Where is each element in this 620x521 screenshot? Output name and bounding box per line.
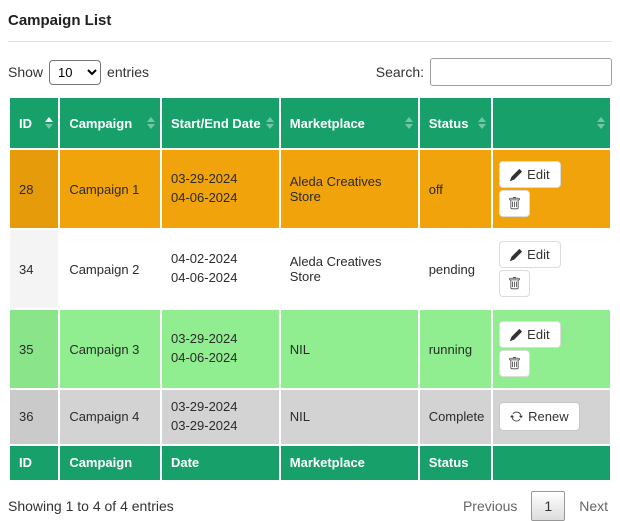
header-campaign[interactable]: Campaign xyxy=(60,98,160,148)
header-marketplace[interactable]: Marketplace xyxy=(280,98,418,148)
cell-actions: Edit xyxy=(493,310,610,388)
edit-button[interactable]: Edit xyxy=(499,321,561,348)
cell-campaign: Campaign 2 xyxy=(69,261,140,277)
page-title: Campaign List xyxy=(8,12,112,29)
pagination: Previous 1 Next xyxy=(459,490,612,521)
sort-icon xyxy=(265,117,274,129)
table-row: 35 Campaign 3 03-29-2024 04-06-2024 NIL … xyxy=(10,310,610,388)
cell-actions: Renew xyxy=(493,390,610,444)
page-number-button[interactable]: 1 xyxy=(531,490,566,521)
delete-button[interactable] xyxy=(499,190,531,217)
footer-status: Status xyxy=(419,445,492,480)
cell-marketplace: NIL xyxy=(289,341,310,357)
cell-campaign: Campaign 1 xyxy=(69,181,140,197)
sort-icon xyxy=(597,117,605,129)
cell-marketplace: Aleda Creatives Store xyxy=(289,254,382,284)
cell-id: 34 xyxy=(10,230,59,308)
page-length-select[interactable]: 10 xyxy=(49,59,102,85)
header-status[interactable]: Status xyxy=(419,98,492,148)
cell-id: 35 xyxy=(10,310,59,388)
renew-button[interactable]: Renew xyxy=(499,402,580,432)
footer-marketplace: Marketplace xyxy=(280,445,418,480)
header-id-label: ID xyxy=(19,115,32,131)
trash-icon xyxy=(509,277,520,290)
end-date: 04-06-2024 xyxy=(170,270,238,285)
search-label: Search: xyxy=(375,64,424,80)
header-campaign-label: Campaign xyxy=(69,115,133,131)
cell-dates: 03-29-2024 04-06-2024 xyxy=(162,310,279,388)
header-actions[interactable] xyxy=(493,98,610,148)
table-row: 34 Campaign 2 04-02-2024 04-06-2024 Aled… xyxy=(10,230,610,308)
cell-campaign: Campaign 4 xyxy=(69,409,140,425)
table-controls: Show 10 entries Search: xyxy=(8,58,612,86)
header-id[interactable]: ID xyxy=(10,98,59,148)
cell-dates: 03-29-2024 03-29-2024 xyxy=(162,390,279,444)
cell-dates: 04-02-2024 04-06-2024 xyxy=(162,230,279,308)
sort-icon xyxy=(404,117,413,129)
edit-button-label: Edit xyxy=(527,247,550,262)
pencil-icon xyxy=(510,328,523,341)
next-page-button[interactable]: Next xyxy=(575,493,612,519)
show-label: Show xyxy=(8,64,44,80)
refresh-icon xyxy=(510,411,523,422)
footer-actions xyxy=(493,445,610,480)
start-date: 03-29-2024 xyxy=(170,399,238,414)
length-control: Show 10 entries xyxy=(8,59,150,85)
entries-info: Showing 1 to 4 of 4 entries xyxy=(8,497,174,514)
delete-button[interactable] xyxy=(499,270,531,297)
end-date: 04-06-2024 xyxy=(170,350,238,365)
start-date: 03-29-2024 xyxy=(170,331,238,347)
table-row: 36 Campaign 4 03-29-2024 03-29-2024 NIL … xyxy=(10,390,610,444)
cell-marketplace: Aleda Creatives Store xyxy=(289,174,382,204)
edit-button-label: Edit xyxy=(527,327,550,342)
footer-campaign: Campaign xyxy=(60,445,160,480)
cell-actions: Edit xyxy=(493,230,610,308)
start-date: 04-02-2024 xyxy=(170,251,238,267)
trash-icon xyxy=(509,357,520,370)
divider xyxy=(8,41,612,42)
end-date: 03-29-2024 xyxy=(170,417,238,433)
cell-status: running xyxy=(428,341,473,357)
sort-icon xyxy=(478,117,487,129)
cell-marketplace: NIL xyxy=(289,409,310,425)
edit-button-label: Edit xyxy=(527,167,550,182)
cell-status: off xyxy=(428,181,443,197)
table-footer-bar: Showing 1 to 4 of 4 entries Previous 1 N… xyxy=(8,490,612,521)
sort-icon xyxy=(45,117,54,129)
table-row: 28 Campaign 1 03-29-2024 04-06-2024 Aled… xyxy=(10,150,610,228)
table-footer-row: ID Campaign Date Marketplace Status xyxy=(10,445,610,480)
pencil-icon xyxy=(510,248,523,261)
entries-label: entries xyxy=(107,64,150,80)
renew-button-label: Renew xyxy=(528,409,569,425)
edit-button[interactable]: Edit xyxy=(499,161,561,188)
end-date: 04-06-2024 xyxy=(170,190,238,205)
previous-page-button[interactable]: Previous xyxy=(459,493,521,519)
header-status-label: Status xyxy=(428,115,469,131)
cell-actions: Edit xyxy=(493,150,610,228)
search-control: Search: xyxy=(376,58,612,86)
start-date: 03-29-2024 xyxy=(170,171,238,187)
pencil-icon xyxy=(510,168,523,181)
search-input[interactable] xyxy=(430,58,612,86)
cell-status: pending xyxy=(428,261,475,277)
cell-status: Complete xyxy=(428,409,485,425)
cell-id: 36 xyxy=(10,390,59,444)
sort-icon xyxy=(146,117,155,129)
table-header-row: ID Campaign Start/End Date Marketplace S… xyxy=(10,98,610,148)
footer-date: Date xyxy=(161,445,279,480)
cell-campaign: Campaign 3 xyxy=(69,341,140,357)
header-date-label: Start/End Date xyxy=(170,115,261,131)
header-marketplace-label: Marketplace xyxy=(289,115,365,131)
campaign-table: ID Campaign Start/End Date Marketplace S… xyxy=(8,96,612,482)
cell-dates: 03-29-2024 04-06-2024 xyxy=(162,150,279,228)
edit-button[interactable]: Edit xyxy=(499,241,561,268)
delete-button[interactable] xyxy=(499,350,531,377)
cell-id: 28 xyxy=(10,150,59,228)
header-start-end-date[interactable]: Start/End Date xyxy=(161,98,279,148)
trash-icon xyxy=(509,197,520,210)
footer-id: ID xyxy=(10,445,59,480)
